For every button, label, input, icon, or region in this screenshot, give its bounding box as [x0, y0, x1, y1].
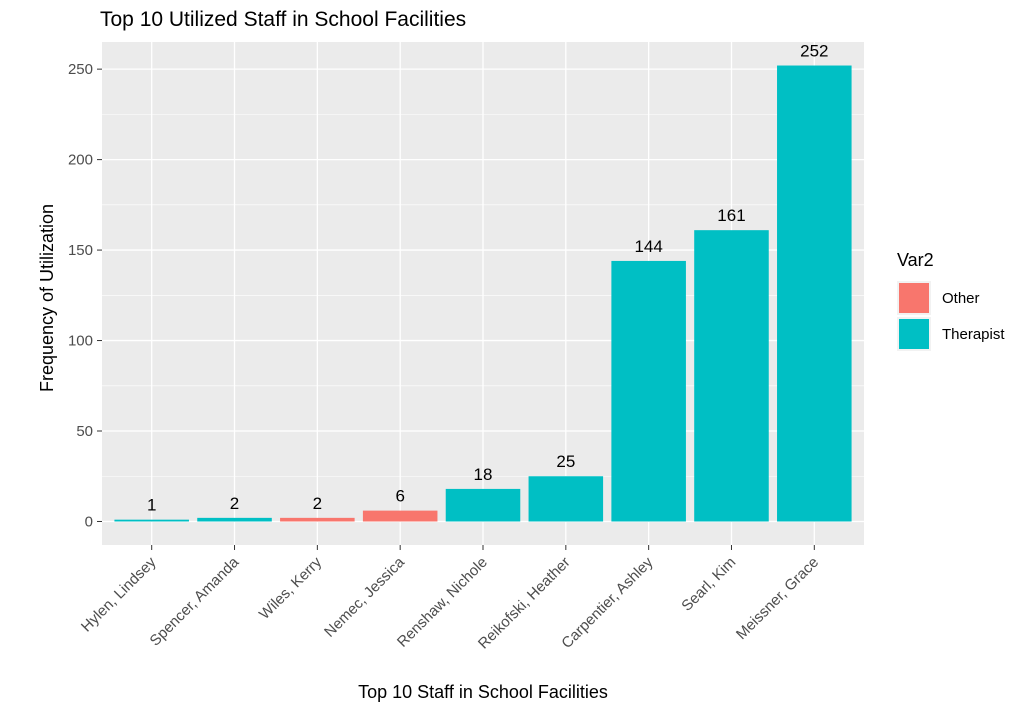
- x-tick-label: Carpentier, Ashley: [558, 553, 656, 651]
- y-tick-label: 200: [68, 152, 93, 169]
- data-label: 161: [717, 206, 745, 225]
- data-label: 2: [313, 494, 322, 513]
- x-tick-label: Wiles, Kerry: [256, 553, 326, 623]
- legend-title: Var2: [897, 250, 934, 270]
- chart-title: Top 10 Utilized Staff in School Faciliti…: [100, 8, 466, 31]
- x-tick-label: Hylen, Lindsey: [78, 553, 160, 635]
- data-label: 144: [634, 237, 662, 256]
- data-label: 2: [230, 494, 239, 513]
- bar: [611, 260, 686, 522]
- y-tick-label: 150: [68, 242, 93, 259]
- y-axis: 0 50 100 150 200 250: [68, 61, 102, 530]
- x-tick-label: Spencer, Amanda: [147, 553, 243, 649]
- x-axis-title: Top 10 Staff in School Facilities: [358, 682, 608, 702]
- legend-label: Therapist: [942, 326, 1005, 343]
- data-label: 18: [474, 465, 493, 484]
- y-tick-label: 50: [76, 423, 93, 440]
- y-axis-title: Frequency of Utilization: [37, 204, 57, 392]
- bar: [280, 517, 355, 522]
- bar: [362, 510, 438, 522]
- plot-panel: 1 2 2 6 18 25 144 161 252: [102, 42, 864, 545]
- bar: [445, 488, 521, 522]
- bar: [694, 230, 769, 522]
- data-label: 25: [556, 452, 575, 471]
- x-tick-label: Nemec, Jessica: [321, 553, 408, 640]
- x-tick-label: Renshaw, Nichole: [394, 554, 491, 651]
- bar: [114, 519, 189, 522]
- data-label: 252: [800, 42, 828, 61]
- x-tick-label: Meissner, Grace: [733, 554, 822, 643]
- legend-swatch: [899, 283, 929, 313]
- legend: Var2 Other Therapist: [897, 250, 1005, 351]
- y-tick-label: 0: [85, 513, 93, 530]
- x-tick-label: Searl, Kim: [678, 554, 739, 615]
- y-tick-label: 250: [68, 61, 93, 78]
- legend-swatch: [899, 319, 929, 349]
- data-label: 6: [395, 487, 404, 506]
- bar: [197, 517, 272, 522]
- data-label: 1: [147, 496, 156, 515]
- x-tick-label: Reikofski, Heather: [475, 554, 574, 653]
- bar: [777, 65, 852, 522]
- y-tick-label: 100: [68, 333, 93, 350]
- bar: [528, 476, 604, 522]
- legend-label: Other: [942, 290, 980, 307]
